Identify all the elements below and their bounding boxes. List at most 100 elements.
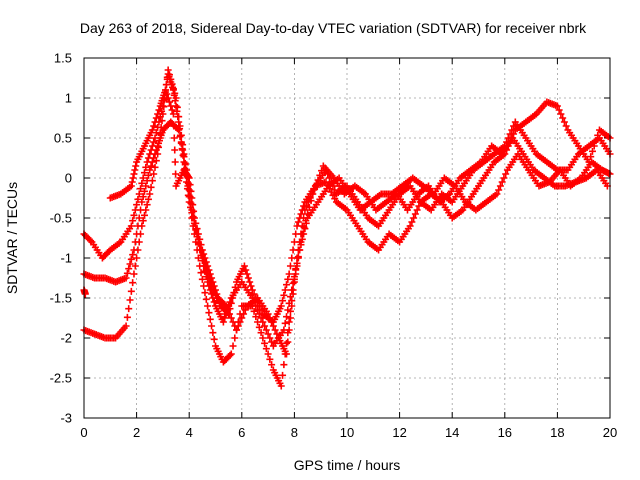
data-point: [197, 269, 205, 277]
data-point: [238, 314, 246, 322]
data-point: [177, 139, 185, 147]
data-point: [188, 194, 196, 202]
data-point: [152, 114, 160, 122]
data-point: [129, 279, 137, 287]
data-point: [302, 217, 310, 225]
data-point: [169, 110, 177, 118]
data-point: [212, 286, 219, 294]
data-point: [148, 126, 156, 134]
data-point: [177, 131, 185, 139]
data-point: [137, 230, 145, 238]
data-point: [130, 211, 138, 219]
data-point: [204, 302, 212, 310]
data-point: [148, 177, 156, 185]
data-point: [588, 147, 596, 155]
data-point: [553, 102, 561, 110]
data-point: [132, 162, 140, 170]
data-point: [192, 238, 200, 246]
y-tick-label: -3: [60, 411, 72, 426]
data-point: [129, 217, 137, 225]
x-tick-label: 12: [392, 425, 406, 440]
data-point: [190, 214, 198, 222]
data-point: [131, 166, 139, 174]
data-point: [233, 326, 241, 334]
x-tick-label: 16: [498, 425, 512, 440]
data-point: [255, 310, 263, 318]
data-point: [168, 106, 176, 114]
data-point: [285, 318, 293, 326]
data-point: [283, 281, 291, 289]
data-point: [81, 290, 89, 298]
data-point: [560, 118, 568, 126]
data-point: [171, 146, 179, 154]
data-point: [229, 318, 237, 326]
x-tick-label: 18: [550, 425, 564, 440]
data-point: [298, 230, 306, 238]
data-point: [202, 295, 210, 303]
data-point: [200, 250, 208, 258]
tick-labels: 0 2 4 6 8 10 12 14 16 18 20 -3 -2.5 -2 -1.5 -1 -0.5 0 0.5 1…: [50, 51, 618, 441]
data-point: [243, 270, 251, 278]
data-point: [152, 157, 160, 165]
data-point: [184, 173, 192, 181]
data-point: [227, 314, 235, 322]
data-point: [250, 307, 258, 315]
data-point: [286, 262, 294, 270]
data-point: [559, 114, 567, 122]
data-point: [271, 326, 279, 334]
data-point: [289, 279, 297, 287]
data-point: [194, 254, 202, 262]
data-point: [226, 351, 234, 359]
data-point: [500, 174, 508, 182]
data-point: [292, 270, 300, 278]
data-point: [209, 329, 217, 337]
data-point: [134, 195, 142, 203]
data-point: [411, 210, 419, 218]
data-point: [128, 178, 136, 186]
data-point: [126, 260, 134, 268]
data-point: [196, 235, 204, 243]
data-point: [557, 110, 565, 118]
data-point: [254, 306, 262, 314]
y-tick-label: 0: [65, 171, 72, 186]
data-point: [277, 302, 285, 310]
data-point: [170, 134, 178, 142]
data-point: [210, 298, 218, 306]
data-point: [210, 282, 218, 290]
data-point: [410, 214, 418, 222]
data-point: [242, 266, 250, 274]
data-point: [127, 182, 135, 190]
data-point: [285, 326, 293, 334]
x-tick-label: 20: [603, 425, 617, 440]
data-point: [143, 201, 151, 209]
data-point: [268, 361, 276, 369]
data-point: [250, 290, 258, 298]
data-point: [171, 89, 179, 97]
plot-frame: [83, 57, 611, 419]
data-point: [167, 102, 175, 110]
data-point: [221, 314, 229, 322]
data-point: [138, 179, 146, 187]
data-point: [135, 190, 143, 198]
data-point: [129, 251, 137, 259]
data-point: [192, 226, 200, 234]
data-point: [186, 181, 194, 189]
data-point: [154, 150, 162, 158]
data-point: [555, 106, 563, 114]
data-point: [202, 258, 210, 266]
data-point: [254, 318, 262, 326]
data-point: [252, 313, 260, 321]
data-point: [244, 274, 252, 282]
data-point: [286, 314, 294, 322]
data-point: [231, 334, 239, 342]
data-point: [197, 241, 205, 249]
data-point: [587, 153, 595, 161]
data-point: [247, 282, 255, 290]
data-point: [189, 201, 197, 209]
data-point: [167, 75, 175, 83]
data-point: [288, 302, 296, 310]
data-point: [312, 181, 320, 189]
data-point: [286, 307, 294, 315]
data-point: [281, 286, 289, 294]
data-point: [127, 222, 135, 230]
